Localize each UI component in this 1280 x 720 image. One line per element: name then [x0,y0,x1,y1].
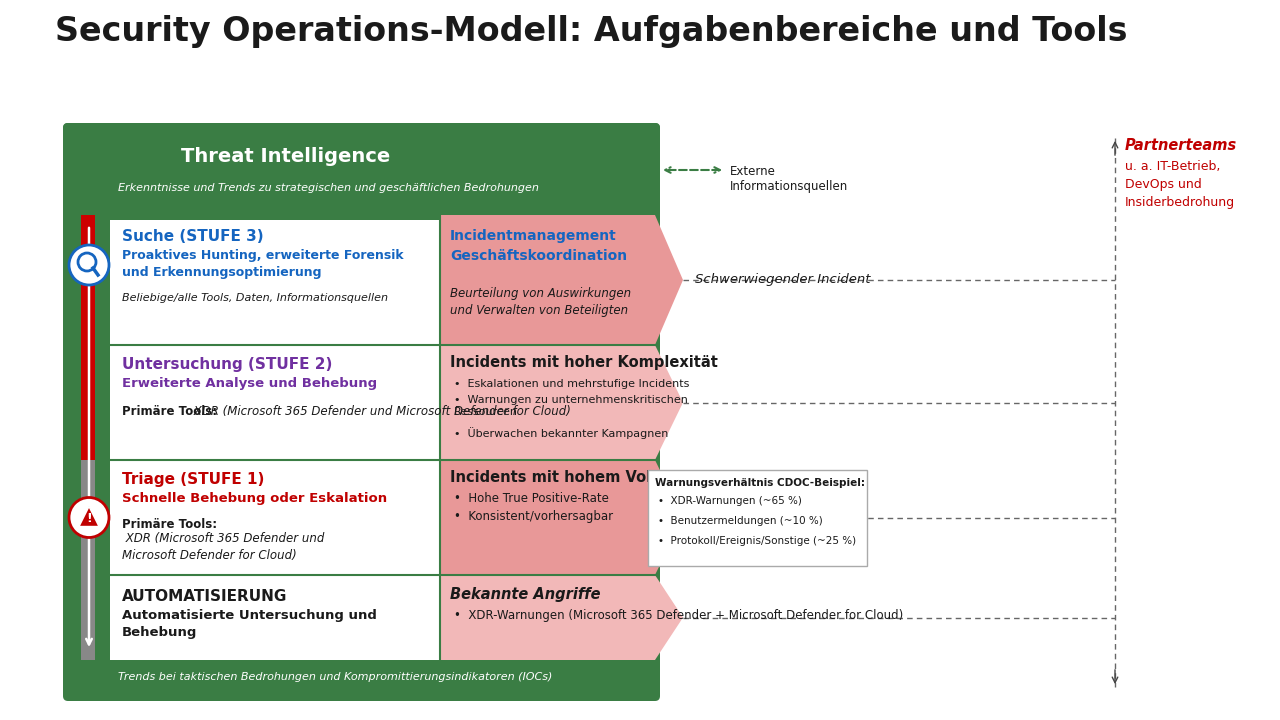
Text: Externe
Informationsquellen: Externe Informationsquellen [730,165,849,193]
Text: Primäre Tools:: Primäre Tools: [122,518,218,531]
Text: Beliebige/alle Tools, Daten, Informationsquellen: Beliebige/alle Tools, Daten, Information… [122,293,388,303]
Text: Threat Intelligence: Threat Intelligence [180,146,390,166]
Polygon shape [79,506,99,526]
Bar [68,215,655,660]
Text: Proaktives Hunting, erweiterte Forensik
und Erkennungsoptimierung: Proaktives Hunting, erweiterte Forensik … [122,249,403,279]
Text: Bekannte Angriffe: Bekannte Angriffe [451,587,600,602]
Text: •  Protokoll/Ereignis/Sonstige (~25 %): • Protokoll/Ereignis/Sonstige (~25 %) [658,536,856,546]
Text: •  XDR-Warnungen (~65 %): • XDR-Warnungen (~65 %) [658,496,801,506]
Text: Automatisierte Untersuchung und
Behebung: Automatisierte Untersuchung und Behebung [122,609,376,639]
Text: Erweiterte Analyse und Behebung: Erweiterte Analyse und Behebung [122,377,378,390]
Text: Triage (STUFE 1): Triage (STUFE 1) [122,472,265,487]
Circle shape [69,245,109,285]
FancyBboxPatch shape [63,123,660,701]
Text: AUTOMATISIERUNG: AUTOMATISIERUNG [122,589,288,604]
Text: Incidentmanagement
Geschäftskoordination: Incidentmanagement Geschäftskoordination [451,229,627,263]
Bar [110,215,655,660]
Text: •  Benutzermeldungen (~10 %): • Benutzermeldungen (~10 %) [658,516,823,526]
Text: Schwerwiegender Incident: Schwerwiegender Incident [695,274,870,287]
Polygon shape [440,345,684,460]
Text: Primäre Tools:: Primäre Tools: [122,405,218,418]
Text: XDR (Microsoft 365 Defender und Microsoft Defender for Cloud): XDR (Microsoft 365 Defender und Microsof… [189,405,571,418]
Text: XDR (Microsoft 365 Defender und
Microsoft Defender for Cloud): XDR (Microsoft 365 Defender und Microsof… [122,532,324,562]
Text: Trends bei taktischen Bedrohungen und Kompromittierungsindikatoren (IOCs): Trends bei taktischen Bedrohungen und Ko… [118,672,553,683]
Bar [81,460,95,660]
Text: Incidents mit hohem Volumen: Incidents mit hohem Volumen [451,470,698,485]
Text: •  Warnungen zu unternehmenskritischen
Ressourcen: • Warnungen zu unternehmenskritischen Re… [454,395,687,418]
Text: •  Konsistent/vorhersagbar: • Konsistent/vorhersagbar [454,510,613,523]
Text: •  Überwachen bekannter Kampagnen: • Überwachen bekannter Kampagnen [454,427,668,439]
Text: Suche (STUFE 3): Suche (STUFE 3) [122,229,264,244]
Text: Beurteilung von Auswirkungen
und Verwalten von Beteiligten: Beurteilung von Auswirkungen und Verwalt… [451,287,631,317]
Bar [81,215,95,460]
Text: !: ! [86,512,92,525]
Text: Warnungsverhältnis CDOC-Beispiel:: Warnungsverhältnis CDOC-Beispiel: [655,478,865,488]
Bar [68,660,655,695]
Polygon shape [440,460,684,575]
Polygon shape [440,575,684,660]
Text: Erkenntnisse und Trends zu strategischen und geschäftlichen Bedrohungen: Erkenntnisse und Trends zu strategischen… [118,183,539,193]
Text: •  Hohe True Positive-Rate: • Hohe True Positive-Rate [454,492,609,505]
Bar [68,215,110,660]
Text: •  XDR-Warnungen (Microsoft 365 Defender + Microsoft Defender for Cloud): • XDR-Warnungen (Microsoft 365 Defender … [454,609,904,622]
Circle shape [69,498,109,538]
Text: Incidents mit hoher Komplexität: Incidents mit hoher Komplexität [451,355,718,370]
Polygon shape [440,215,684,345]
FancyBboxPatch shape [648,470,867,566]
Text: Schnelle Behebung oder Eskalation: Schnelle Behebung oder Eskalation [122,492,387,505]
Text: u. a. IT-Betrieb,
DevOps und
Insiderbedrohung: u. a. IT-Betrieb, DevOps und Insiderbedr… [1125,160,1235,209]
Text: Security Operations-Modell: Aufgabenbereiche und Tools: Security Operations-Modell: Aufgabenbere… [55,15,1128,48]
Text: Partnerteams: Partnerteams [1125,138,1238,153]
FancyBboxPatch shape [63,123,660,220]
Text: •  Eskalationen und mehrstufige Incidents: • Eskalationen und mehrstufige Incidents [454,379,690,389]
Text: Untersuchung (STUFE 2): Untersuchung (STUFE 2) [122,357,333,372]
